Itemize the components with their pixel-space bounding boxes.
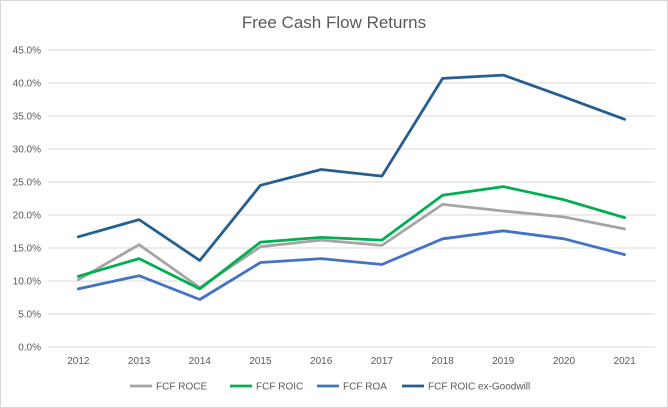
y-tick-label: 30.0% xyxy=(13,145,41,156)
legend-label: FCF ROCE xyxy=(156,382,207,393)
x-tick-label: 2016 xyxy=(310,356,333,367)
y-tick-label: 25.0% xyxy=(13,178,41,189)
y-tick-label: 5.0% xyxy=(18,310,41,321)
y-tick-label: 45.0% xyxy=(13,46,41,57)
y-tick-label: 35.0% xyxy=(13,112,41,123)
x-tick-label: 2020 xyxy=(553,356,576,367)
x-axis-tick-labels: 2012 2013 2014 2015 2016 2017 2018 2019 2020 2021 xyxy=(67,356,636,367)
x-tick-label: 2013 xyxy=(128,356,151,367)
y-tick-label: 20.0% xyxy=(13,211,41,222)
series-lines xyxy=(76,73,626,301)
y-tick-label: 15.0% xyxy=(13,244,41,255)
y-axis-tick-labels: 0.0% 5.0% 10.0% 15.0% 20.0% 25.0% 30.0% 35.0% 40… xyxy=(13,46,41,354)
x-tick-label: 2014 xyxy=(189,356,212,367)
legend-label: FCF ROIC ex-Goodwill xyxy=(428,382,530,393)
series-line-fcf-roic-ex-goodwill xyxy=(76,73,626,262)
legend-label: FCF ROIC xyxy=(256,382,303,393)
gridlines xyxy=(48,49,655,348)
series-line-fcf-roic xyxy=(76,185,626,291)
y-tick-label: 10.0% xyxy=(13,277,41,288)
x-tick-label: 2015 xyxy=(249,356,272,367)
x-tick-label: 2018 xyxy=(431,356,454,367)
series-line-fcf-roa xyxy=(76,229,626,301)
x-tick-label: 2019 xyxy=(492,356,515,367)
legend: FCF ROCE FCF ROIC FCF ROA FCF ROIC ex-Goodw… xyxy=(130,382,530,393)
y-tick-label: 0.0% xyxy=(18,343,41,354)
x-tick-label: 2017 xyxy=(371,356,394,367)
x-tick-label: 2012 xyxy=(67,356,90,367)
legend-label: FCF ROA xyxy=(343,382,387,393)
x-tick-label: 2021 xyxy=(614,356,637,367)
chart-title: Free Cash Flow Returns xyxy=(242,13,426,32)
series-line-fcf-roce xyxy=(76,202,626,290)
y-tick-label: 40.0% xyxy=(13,79,41,90)
